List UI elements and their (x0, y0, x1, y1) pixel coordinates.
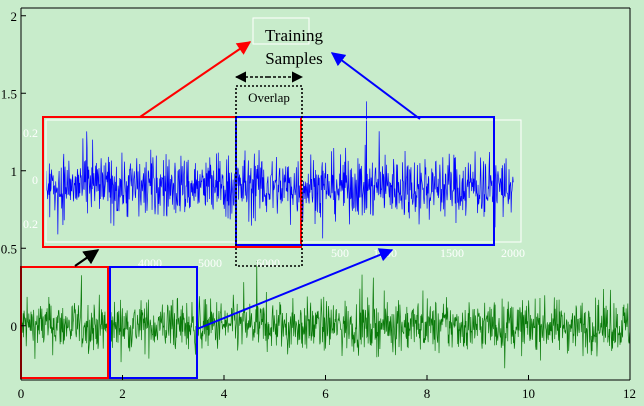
window-blue-small (109, 266, 198, 379)
x-tick-label: 8 (424, 386, 431, 401)
inset-ghost-xtick-right: 1500 (440, 246, 464, 260)
x-tick-label: 2 (119, 386, 126, 401)
x-tick-label: 4 (221, 386, 228, 401)
series-layer (20, 101, 631, 369)
arrow-blue-to-training (330, 52, 421, 120)
inset-ghost-frame (45, 119, 522, 243)
inset-ghost-xtick-right: 2000 (501, 246, 525, 260)
arrow-black-zoom (74, 249, 100, 267)
x-tick-label: 12 (623, 386, 636, 401)
window-red-large (42, 116, 302, 248)
series-line-0 (20, 261, 631, 369)
training-samples-label-line2: Samples (265, 49, 323, 68)
x-tick-label: 0 (18, 386, 25, 401)
training-samples-label-line1: Training (265, 26, 323, 45)
y-tick-label: 2 (11, 9, 18, 24)
arrow-blue-zoom (196, 248, 394, 330)
inset-ghost-xtick-left: 6000 (256, 256, 280, 270)
training-label-box (252, 17, 310, 45)
inset-ghost-ytick: 0.2 (23, 217, 38, 231)
inset-ghost-xtick-left: 5000 (198, 256, 222, 270)
overlap-window (235, 85, 303, 267)
series-line-1 (46, 101, 514, 239)
inset-ghost-ytick: 0 (32, 173, 38, 187)
overlap-label: Overlap (248, 90, 290, 105)
inset-ghost-xtick-right: 500 (331, 246, 349, 260)
y-tick-label: 0.5 (1, 241, 17, 256)
tick-layer: 0 2 4 6 8 10 12 0 0.5 1 1.5 2 (1, 9, 636, 401)
y-tick-label: 1 (11, 164, 18, 179)
y-tick-label: 0 (11, 319, 18, 334)
x-tick-label: 6 (322, 386, 329, 401)
inset-ghost-ytick: 0.2 (23, 126, 38, 140)
y-tick-label: 1.5 (1, 86, 17, 101)
arrow-red-to-training (139, 41, 252, 118)
x-tick-label: 10 (522, 386, 535, 401)
